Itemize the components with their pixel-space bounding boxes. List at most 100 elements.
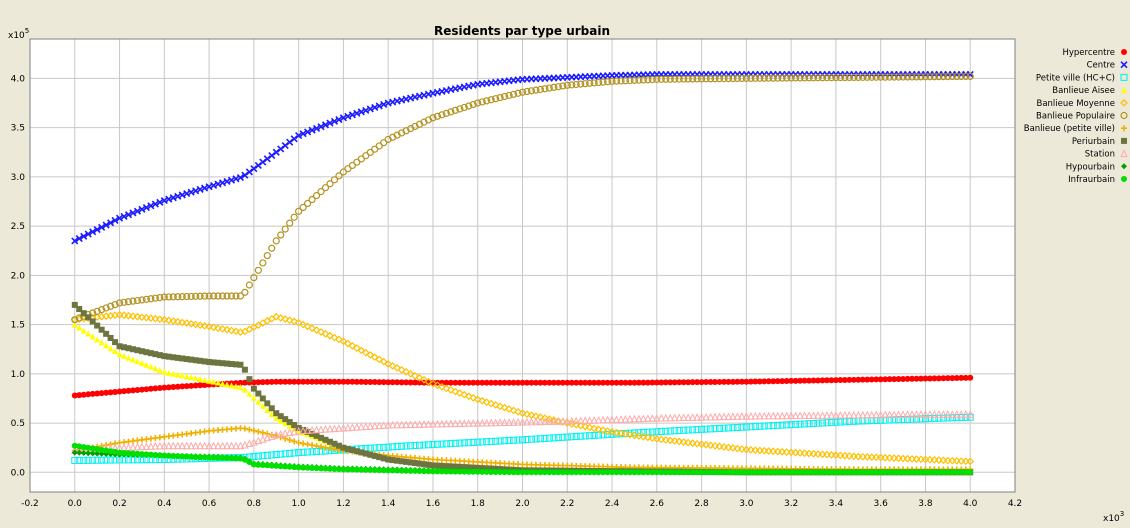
data-point: [859, 73, 867, 81]
data-point: [541, 85, 549, 93]
data-point: [483, 438, 491, 446]
data-point: [541, 379, 548, 386]
data-point: [738, 423, 746, 431]
data-point: [510, 379, 517, 386]
data-point: [236, 292, 245, 300]
data-point: [716, 424, 723, 432]
legend-label: Hypercentre: [1062, 48, 1115, 58]
data-point: [693, 75, 701, 83]
data-point: [134, 450, 141, 457]
data-point: [872, 73, 880, 81]
data-point: [89, 333, 96, 340]
data-point: [554, 434, 562, 442]
data-point: [774, 74, 782, 82]
data-point: [492, 437, 500, 445]
data-point: [227, 441, 236, 450]
data-point: [192, 382, 199, 389]
data-point: [228, 360, 235, 367]
data-point: [197, 357, 204, 364]
data-point: [438, 382, 446, 391]
plot-border: [29, 38, 1016, 493]
data-point: [791, 411, 800, 420]
data-point: [519, 379, 526, 386]
data-point: [953, 72, 961, 81]
data-point: [613, 379, 620, 386]
data-point: [263, 451, 271, 459]
data-point: [443, 463, 450, 470]
data-point: [340, 378, 347, 385]
data-point: [103, 447, 110, 454]
data-point: [326, 465, 333, 472]
data-point: [899, 73, 907, 81]
data-point: [827, 419, 835, 427]
data-point: [367, 378, 374, 385]
data-point: [752, 469, 759, 476]
y-tick-label: 1.0: [11, 370, 26, 380]
data-point: [464, 392, 473, 401]
legend-marker: [1120, 61, 1128, 69]
data-point: [940, 375, 947, 382]
data-point: [188, 382, 195, 389]
data-point: [644, 414, 652, 422]
data-point: [573, 379, 580, 386]
data-point: [855, 376, 862, 383]
data-point: [644, 76, 652, 84]
data-point: [528, 469, 535, 476]
data-point: [379, 421, 388, 429]
data-point: [398, 458, 405, 465]
data-point: [281, 225, 289, 233]
data-point: [389, 467, 396, 474]
data-point: [121, 449, 128, 456]
data-point: [788, 377, 795, 384]
data-point: [380, 443, 388, 451]
data-point: [518, 88, 527, 96]
data-point: [841, 469, 848, 476]
data-point: [787, 421, 795, 429]
data-point: [474, 99, 482, 107]
data-point: [254, 161, 262, 169]
data-point: [335, 335, 343, 344]
data-point: [599, 426, 607, 435]
data-point: [675, 75, 683, 83]
data-point: [433, 112, 442, 120]
data-point: [388, 362, 397, 370]
data-point: [156, 198, 164, 206]
data-point: [322, 436, 329, 443]
data-point: [694, 379, 701, 386]
data-point: [837, 377, 844, 384]
data-point: [349, 466, 356, 473]
legend-label: Banlieue Moyenne: [1037, 99, 1116, 109]
data-point: [778, 74, 786, 82]
data-point: [80, 327, 87, 334]
data-point: [572, 432, 580, 440]
data-point: [809, 74, 818, 82]
data-point: [823, 377, 830, 384]
data-point: [200, 322, 209, 330]
data-point: [412, 467, 419, 474]
data-point: [854, 73, 862, 82]
data-point: [711, 412, 719, 421]
data-point: [864, 376, 871, 383]
data-point: [765, 422, 773, 430]
data-point: [370, 421, 379, 430]
x-tick-label: 1.0: [291, 499, 306, 509]
data-point: [899, 416, 907, 424]
data-point: [738, 469, 745, 476]
data-point: [707, 425, 715, 433]
data-point: [755, 411, 764, 420]
data-point: [174, 453, 181, 460]
data-point: [537, 469, 544, 476]
y-axis-multiplier: x105: [8, 27, 29, 41]
data-point: [308, 448, 316, 456]
data-point: [75, 314, 83, 322]
data-point: [214, 324, 222, 332]
data-point: [653, 414, 661, 422]
y-tick-label: 2.0: [11, 271, 26, 281]
data-point: [863, 73, 871, 81]
data-point: [152, 351, 159, 358]
data-point: [635, 379, 642, 386]
data-point: [666, 436, 675, 445]
legend-label: Infraurbain: [1068, 175, 1115, 185]
data-point: [112, 348, 119, 355]
data-point: [317, 425, 325, 433]
